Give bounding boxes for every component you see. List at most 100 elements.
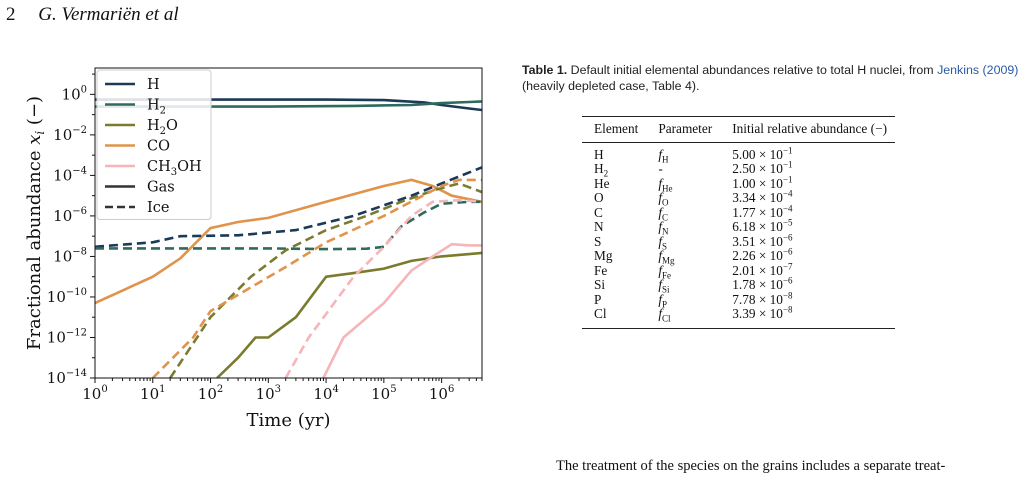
y-tick-label: 10−2 xyxy=(53,125,87,144)
series-line-h2-gas xyxy=(95,100,482,108)
citation-link[interactable]: Jenkins (2009) xyxy=(937,63,1019,77)
abundance-chart: 100 101 102 103 104 105 106 10−14 10−12 10−10 10−8… xyxy=(24,67,483,431)
plot-lines xyxy=(95,98,482,378)
parameter-cell: fC xyxy=(658,204,669,223)
y-tick-label: 10−8 xyxy=(53,246,87,265)
element-cell: Si xyxy=(594,277,606,292)
series-line-co-ice xyxy=(151,178,482,378)
parameter-cell: fO xyxy=(658,190,669,208)
abundance-cell: 6.18 × 10−5 xyxy=(732,217,793,234)
x-tick-label: 106 xyxy=(429,384,454,403)
element-cell: P xyxy=(594,291,602,307)
column-header: Parameter xyxy=(658,121,713,136)
legend-label: CO xyxy=(147,139,170,155)
column-header: Initial relative abundance (−) xyxy=(732,121,888,136)
parameter-cell: fN xyxy=(658,219,669,237)
x-axis-label: Time (yr) xyxy=(246,410,330,431)
author-line: G. Vermariën et al xyxy=(38,4,179,25)
parameter-cell: fH xyxy=(658,146,669,165)
abundance-cell: 2.50 × 10−1 xyxy=(732,159,793,176)
x-tick-label: 103 xyxy=(256,384,281,403)
series-line-ch3oh-gas xyxy=(322,242,482,378)
abundance-cell: 2.26 × 10−6 xyxy=(732,246,793,263)
series-line-h-ice xyxy=(95,166,482,249)
element-cell: N xyxy=(594,219,604,234)
legend-label: Gas xyxy=(147,180,175,196)
series-line-h2o-ice xyxy=(169,182,482,378)
table-caption: Table 1. Default initial elemental abund… xyxy=(522,62,1020,94)
legend-label: H2O xyxy=(147,118,178,137)
table-row: Fe fFe 2.01 × 10−7 xyxy=(582,261,895,281)
abundance-cell: 1.77 × 10−4 xyxy=(732,203,793,220)
table-row: He fHe 1.00 × 10−1 xyxy=(582,174,895,194)
x-tick-label: 101 xyxy=(140,384,165,403)
element-cell: Mg xyxy=(594,248,613,263)
parameter-cell: fFe xyxy=(658,262,672,281)
series-line-h-gas xyxy=(95,98,482,112)
legend-label: H2 xyxy=(147,98,166,117)
element-cell: H2 xyxy=(594,161,609,179)
element-cell: O xyxy=(594,190,604,205)
parameter-cell: - xyxy=(658,161,663,176)
table-header-row: Element Parameter Initial relative abund… xyxy=(582,116,896,142)
caption-tail: (heavily depleted case, Table 4). xyxy=(522,79,700,93)
body-text: The treatment of the species on the grai… xyxy=(556,458,946,474)
series-line-ch3oh-ice xyxy=(284,198,482,378)
caption-text: Default initial elemental abundances rel… xyxy=(567,63,938,77)
abundance-table: Element Parameter Initial relative abund… xyxy=(582,116,896,329)
parameter-cell: fHe xyxy=(658,175,673,194)
plot-frame xyxy=(94,67,483,379)
abundance-cell: 5.00 × 10−1 xyxy=(732,145,793,162)
y-tick-label: 10−6 xyxy=(53,206,87,225)
abundance-cell: 7.78 × 10−8 xyxy=(732,290,793,307)
x-tick-label: 102 xyxy=(198,384,223,403)
abundance-cell: 2.01 × 10−7 xyxy=(732,261,793,278)
legend-label: Ice xyxy=(147,200,169,216)
column-header: Element xyxy=(594,121,639,136)
table-row: Mg fMg 2.26 × 10−6 xyxy=(582,246,895,266)
element-cell: C xyxy=(594,204,603,220)
y-tick-label: 10−12 xyxy=(47,327,87,346)
y-tick-label: 10−14 xyxy=(47,368,87,387)
page-number: 2 xyxy=(6,4,16,25)
table-row: Cl fCl 3.39 × 10−8 xyxy=(582,304,896,328)
legend-label: CH3OH xyxy=(147,159,202,178)
parameter-cell: fCl xyxy=(658,306,671,324)
series-line-h2o-gas xyxy=(216,251,482,378)
parameter-cell: fSi xyxy=(658,277,670,295)
abundance-cell: 3.39 × 10−8 xyxy=(732,304,793,321)
abundance-cell: 3.34 × 10−4 xyxy=(732,188,793,205)
series-line-co-gas xyxy=(95,178,482,305)
x-tick-label: 105 xyxy=(371,384,396,403)
y-axis-label: Fractional abundance xi (−) xyxy=(24,96,47,350)
abundance-cell: 1.00 × 10−1 xyxy=(732,174,793,191)
y-tick-label: 10−4 xyxy=(53,165,87,184)
element-cell: S xyxy=(594,233,602,249)
legend-box xyxy=(96,69,212,220)
series-line-h2-ice xyxy=(95,200,482,251)
parameter-cell: fP xyxy=(658,291,668,310)
element-cell: Fe xyxy=(594,262,608,278)
table-row: Si fSi 1.78 × 10−6 xyxy=(582,275,895,295)
element-cell: He xyxy=(594,175,610,191)
y-tick-label: 10−10 xyxy=(47,287,87,306)
table-label: Table 1. xyxy=(522,63,568,77)
parameter-cell: fMg xyxy=(658,248,675,266)
element-cell: Cl xyxy=(594,306,607,321)
parameter-cell: fS xyxy=(658,233,668,252)
x-tick-label: 100 xyxy=(82,384,107,403)
legend-label: H xyxy=(147,77,160,93)
x-tick-label: 104 xyxy=(313,384,338,403)
abundance-cell: 1.78 × 10−6 xyxy=(732,275,793,292)
abundance-cell: 3.51 × 10−6 xyxy=(732,232,793,249)
table-row: H2 - 2.50 × 10−1 xyxy=(582,159,895,179)
element-cell: H xyxy=(594,146,604,162)
y-tick-label: 100 xyxy=(62,84,87,103)
page-header: 2 G. Vermariën et al xyxy=(6,4,179,26)
